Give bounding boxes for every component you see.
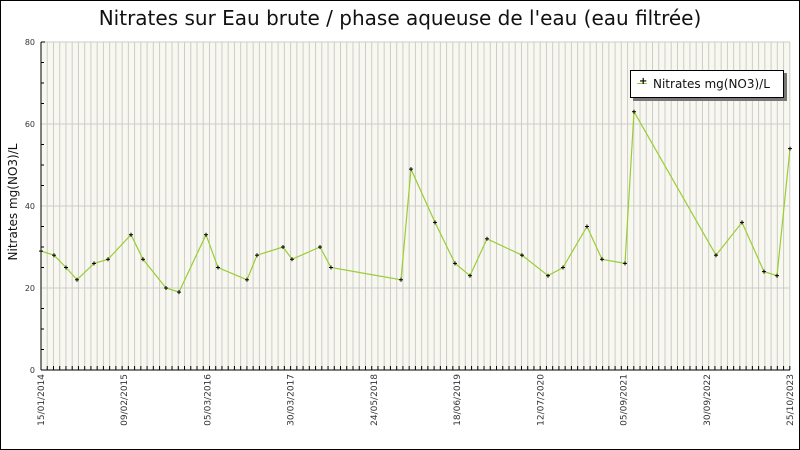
legend-label: Nitrates mg(NO3)/L	[653, 77, 770, 91]
data-point	[255, 253, 259, 258]
x-tick-label: 30/09/2022	[703, 374, 713, 426]
data-point	[204, 232, 208, 237]
data-point	[39, 249, 43, 254]
data-point	[740, 220, 744, 225]
legend-marker-icon	[631, 71, 653, 97]
data-point	[600, 257, 604, 262]
x-tick-label: 24/05/2018	[370, 374, 380, 426]
data-point	[164, 286, 168, 290]
data-point	[520, 253, 524, 258]
x-tick-label: 09/02/2015	[120, 374, 130, 426]
legend: Nitrates mg(NO3)/L	[630, 70, 784, 98]
data-point	[141, 257, 145, 262]
data-point	[52, 253, 56, 258]
data-point	[546, 273, 550, 278]
data-point	[281, 245, 285, 249]
data-point	[762, 269, 766, 274]
y-tick-label: 80	[25, 38, 35, 47]
data-point	[177, 290, 181, 295]
data-point	[216, 265, 220, 270]
data-point	[561, 265, 565, 270]
data-point	[329, 265, 333, 270]
x-tick-label: 15/01/2014	[37, 374, 47, 426]
data-point	[775, 273, 779, 278]
data-point	[632, 109, 636, 114]
data-point	[453, 261, 457, 266]
data-point	[409, 167, 413, 172]
chart-title: Nitrates sur Eau brute / phase aqueuse d…	[98, 6, 702, 30]
data-point	[433, 220, 437, 225]
data-point	[714, 253, 718, 258]
data-point	[623, 261, 627, 266]
data-point	[92, 261, 96, 266]
data-point	[485, 236, 489, 241]
data-point	[245, 277, 249, 282]
data-point	[585, 224, 589, 229]
data-line	[40, 109, 791, 293]
y-tick-label: 60	[25, 120, 35, 129]
data-point	[106, 257, 110, 262]
data-point	[468, 273, 472, 278]
data-point	[129, 232, 133, 237]
y-tick-label: 40	[25, 202, 35, 211]
data-point	[318, 245, 322, 249]
x-tick-label: 05/09/2021	[620, 374, 630, 426]
y-tick-label: 20	[25, 284, 35, 293]
x-tick-label: 05/03/2016	[203, 374, 213, 426]
x-tick-label: 12/07/2020	[536, 374, 546, 426]
data-point	[788, 146, 792, 151]
data-point	[64, 265, 68, 270]
x-tick-label: 30/03/2017	[287, 374, 297, 426]
x-tick-label: 18/06/2019	[453, 374, 463, 426]
data-point	[290, 257, 294, 262]
y-tick-label: 0	[30, 366, 35, 375]
data-point	[399, 277, 403, 282]
data-point	[75, 277, 79, 282]
x-tick-label: 25/10/2023	[786, 374, 796, 426]
